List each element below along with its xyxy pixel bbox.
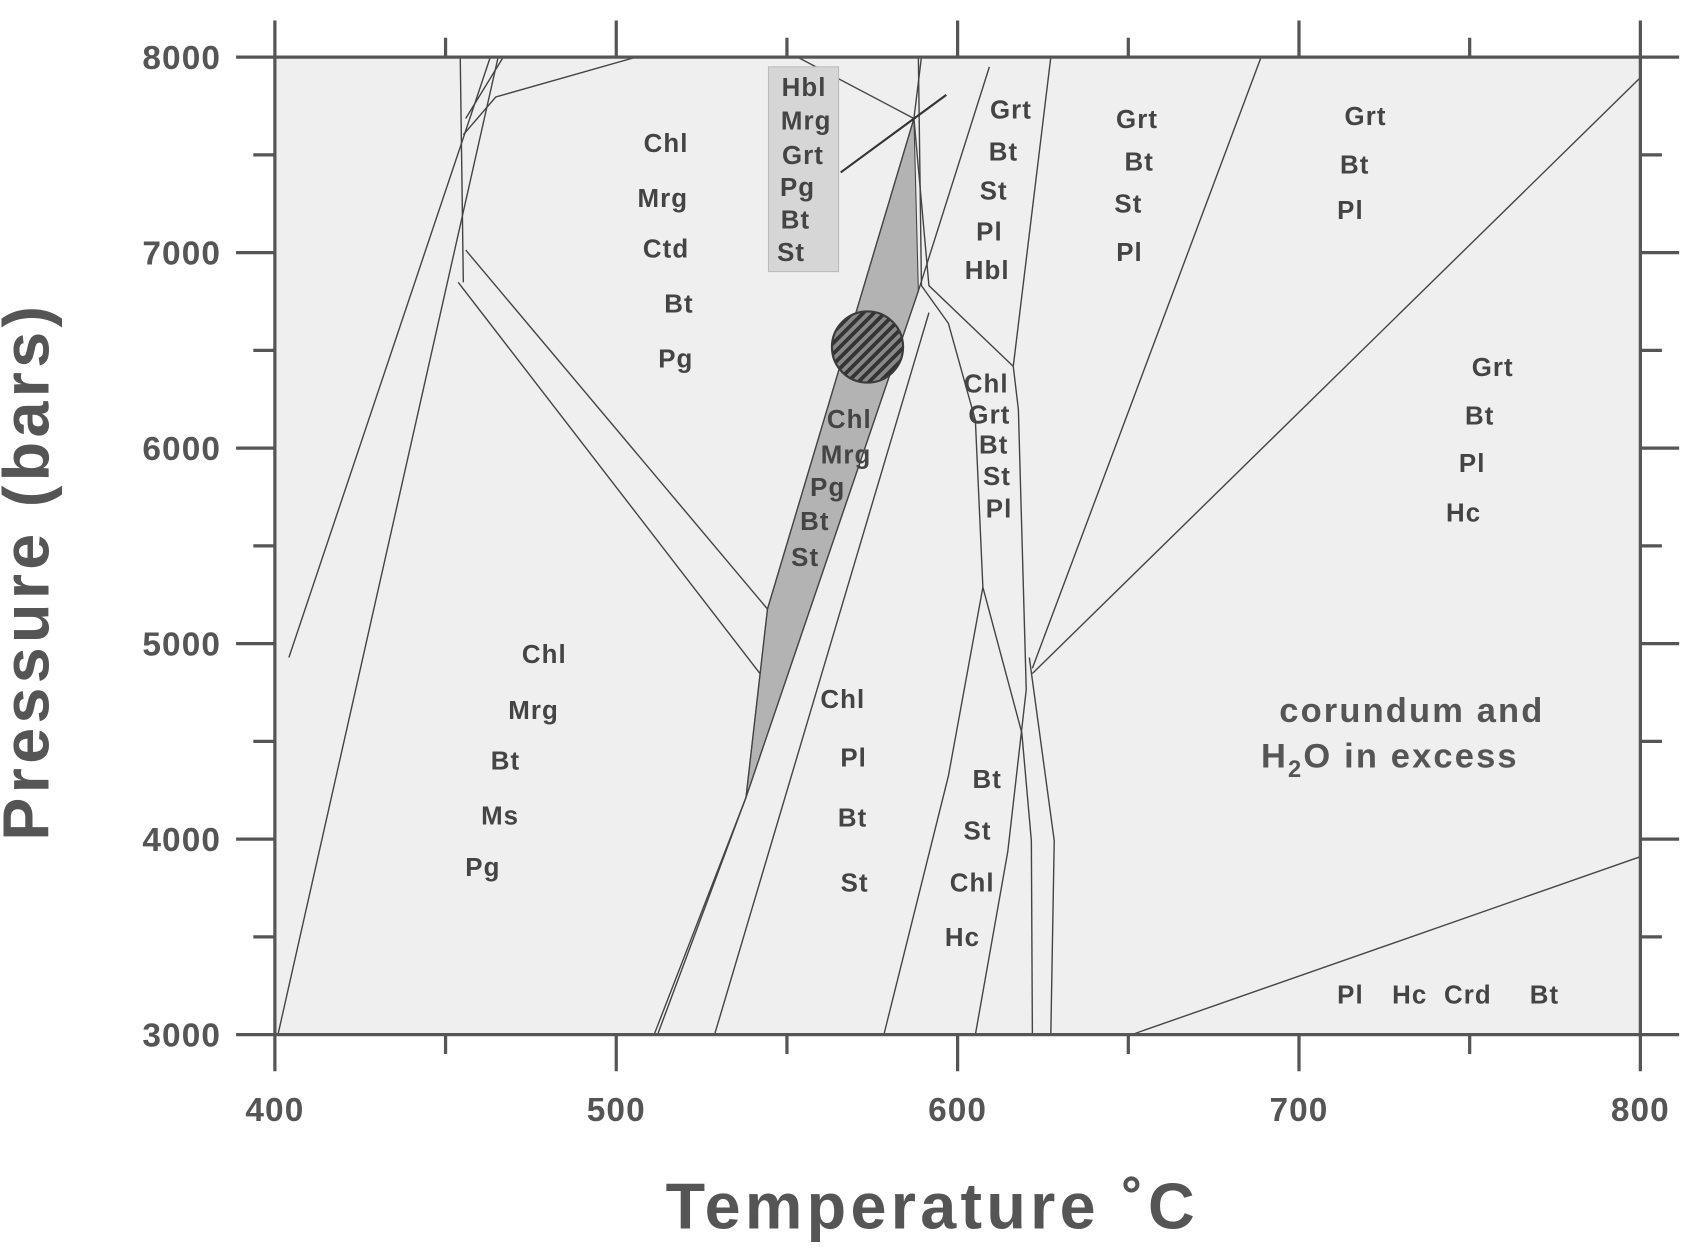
field-label: Bt: [800, 508, 829, 536]
reaction-line: [459, 57, 465, 283]
field-label: Grt: [1345, 103, 1387, 131]
field-label: Pg: [465, 854, 500, 882]
field-label: Bt: [1124, 148, 1153, 176]
field-label: Grt: [1472, 354, 1514, 382]
field-label: Grt: [782, 142, 824, 170]
annotation-part: H: [1261, 737, 1288, 775]
field-label: Chl: [522, 641, 567, 669]
y-tick-label: 6000: [142, 431, 221, 468]
y-tick-label: 4000: [142, 822, 221, 859]
field-label: Grt: [1116, 106, 1158, 134]
field-label: Chl: [950, 869, 995, 897]
field-label: Bt: [491, 747, 520, 775]
reaction-line: [1028, 657, 1055, 1035]
field-label: St: [841, 869, 869, 897]
field-label: Pl: [1116, 239, 1143, 267]
field-label: St: [791, 544, 819, 572]
x-tick-label: 600: [928, 1092, 987, 1129]
field-label: Pl: [986, 495, 1013, 523]
x-tick-label: 500: [587, 1092, 646, 1129]
field-label: Chl: [827, 406, 872, 434]
field-label: Bt: [781, 206, 810, 234]
field-label: Bt: [838, 805, 867, 833]
field-label: Bt: [664, 291, 693, 319]
field-label: Chl: [964, 370, 1009, 398]
reaction-line: [1031, 77, 1641, 675]
reaction-line: [277, 56, 499, 1035]
x-tick-label: 400: [245, 1092, 304, 1129]
reaction-line: [917, 57, 1034, 1035]
y-tick-label: 7000: [142, 235, 221, 272]
field-label: Pg: [780, 174, 815, 202]
annotation: corundum and: [1279, 692, 1544, 730]
y-tick-label: 8000: [142, 40, 221, 77]
annotation: H2O in excess: [1261, 737, 1519, 783]
field-label: St: [983, 463, 1011, 491]
field-label: Pl: [840, 744, 867, 772]
field-label: Hc: [945, 924, 980, 952]
field-label: Pl: [976, 218, 1003, 246]
field-label: Ctd: [643, 236, 689, 264]
field-label: Ms: [481, 802, 519, 830]
x-tick-label: 700: [1270, 1092, 1329, 1129]
x-axis-title: Temperature ˚C: [666, 1170, 1199, 1243]
reaction-line: [462, 56, 637, 136]
leader-line: [840, 93, 947, 174]
field-label: Mrg: [781, 107, 832, 135]
y-tick-label: 3000: [142, 1017, 221, 1054]
reaction-line: [288, 56, 491, 658]
field-label: Chl: [644, 130, 689, 158]
annotation-subscript: 2: [1288, 757, 1303, 783]
field-label: Bt: [1530, 981, 1559, 1009]
field-label: Bt: [1340, 152, 1369, 180]
field-label: Pg: [810, 474, 845, 502]
field-label: Grt: [968, 402, 1010, 430]
reaction-line: [1031, 56, 1262, 669]
field-label: Crd: [1444, 981, 1492, 1009]
field-label: Pl: [1459, 450, 1486, 478]
field-label: Hc: [1392, 981, 1427, 1009]
reaction-line: [913, 118, 1014, 367]
plot-background: [274, 57, 1641, 1035]
reaction-line: [465, 249, 769, 610]
field-label: Hbl: [965, 257, 1010, 285]
field-label: St: [964, 818, 992, 846]
reaction-line: [713, 312, 930, 1035]
field-label: Pl: [1337, 197, 1364, 225]
reaction-line: [974, 366, 1027, 1035]
field-label: Bt: [1465, 403, 1494, 431]
reaction-line: [1012, 57, 1052, 367]
field-label: St: [777, 239, 805, 267]
field-label: St: [1114, 190, 1142, 218]
field-label: Chl: [820, 686, 865, 714]
reaction-line: [1131, 856, 1641, 1036]
field-label: Bt: [989, 139, 1018, 167]
field-label: Grt: [990, 97, 1032, 125]
reaction-line: [653, 66, 991, 1035]
pt-estimate: [830, 310, 905, 384]
field-label: Mrg: [638, 185, 689, 213]
y-tick-label: 5000: [142, 626, 221, 663]
reaction-line: [465, 56, 504, 119]
reaction-line: [457, 281, 761, 674]
field-label: Mrg: [508, 697, 559, 725]
annotation-part: O in excess: [1303, 737, 1518, 775]
field-label: Mrg: [821, 441, 872, 469]
field-label: Pg: [658, 346, 693, 374]
field-label: Hc: [1446, 500, 1481, 528]
field-label: Hbl: [782, 74, 827, 102]
reaction-line: [656, 57, 923, 1035]
field-label: Bt: [979, 432, 1008, 460]
field-label: St: [980, 177, 1008, 205]
plot-frame: [273, 55, 1642, 1037]
field-label: Bt: [973, 766, 1002, 794]
y-axis-title: Pressure (bars): [0, 302, 63, 841]
label-box: [767, 66, 840, 273]
field-label: Pl: [1337, 981, 1364, 1009]
reaction-line: [883, 587, 984, 1035]
x-tick-label: 800: [1611, 1092, 1670, 1129]
